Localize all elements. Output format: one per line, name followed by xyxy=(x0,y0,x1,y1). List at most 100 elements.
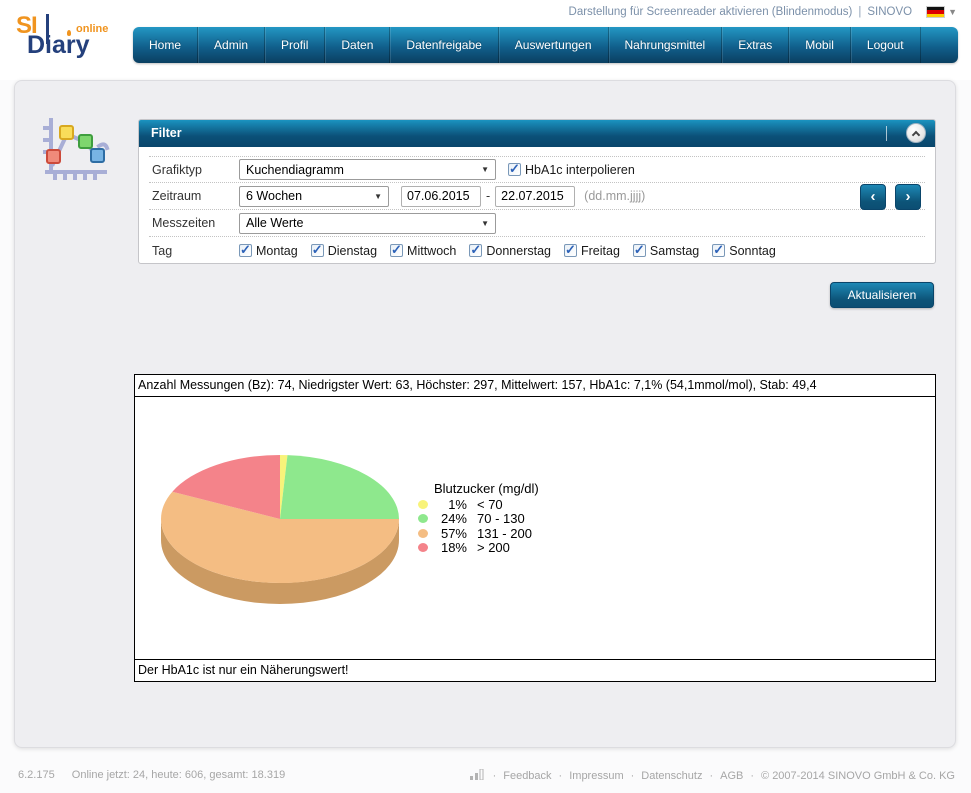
dropdown-arrow-icon: ▼ xyxy=(481,165,489,174)
hba1c-checkbox[interactable]: HbA1c interpolieren xyxy=(508,161,635,177)
online-stats: Online jetzt: 24, heute: 606, gesamt: 18… xyxy=(71,769,286,781)
filter-row-tag: Tag Montag Dienstag Mittwoch Donnerstag xyxy=(149,237,925,264)
pie-slice xyxy=(172,455,280,519)
collapse-button[interactable] xyxy=(906,123,926,143)
logo-online-text: online xyxy=(76,23,109,35)
legend-color-dot xyxy=(418,543,428,553)
logo-divider xyxy=(46,14,49,44)
chart-footnote: Der HbA1c ist nur ein Näherungswert! xyxy=(135,659,935,681)
footer-separator: · xyxy=(558,770,563,782)
screenreader-link[interactable]: Darstellung für Screenreader aktivieren … xyxy=(568,6,853,18)
day-checkbox-dienstag[interactable]: Dienstag xyxy=(310,242,377,258)
filter-row-grafiktyp: Grafiktyp Kuchendiagramm ▼ HbA1c interpo… xyxy=(149,156,925,183)
pie-slice xyxy=(280,455,399,519)
filter-panel: Filter Grafiktyp Kuchendiagramm ▼ HbA1c … xyxy=(138,119,936,264)
nav-item-logout[interactable]: Logout xyxy=(851,27,921,63)
footer-links: · Feedback · Impressum · Datenschutz · A… xyxy=(469,768,955,783)
page-footer: 6.2.175 Online jetzt: 24, heute: 606, ge… xyxy=(0,768,971,783)
pie-side-wall xyxy=(161,519,399,604)
dropdown-arrow-icon: ▼ xyxy=(481,218,489,228)
messzeiten-select[interactable]: Alle Werte ▼ xyxy=(239,212,496,234)
footer-separator: · xyxy=(630,770,635,782)
legend-range-label: 131 - 200 xyxy=(477,525,532,541)
chart-legend: Blutzucker (mg/dl) 1% < 70 24% 70 - 130 57% 1… xyxy=(418,481,539,555)
day-checkbox-donnerstag[interactable]: Donnerstag xyxy=(469,242,551,258)
nav-item-datenfreigabe[interactable]: Datenfreigabe xyxy=(390,27,499,63)
legend-color-dot xyxy=(418,528,428,538)
zeitraum-label: Zeitraum xyxy=(152,189,202,203)
legend-color-dot xyxy=(418,514,428,524)
messzeiten-selected-value: Alle Werte xyxy=(246,216,304,230)
day-checkbox-sonntag[interactable]: Sonntag xyxy=(712,242,776,258)
legend-range-label: 70 - 130 xyxy=(477,511,525,527)
app-logo[interactable]: SI online Diary xyxy=(14,12,129,67)
legend-range-label: < 70 xyxy=(477,496,503,512)
nav-item-nahrungsmittel[interactable]: Nahrungsmittel xyxy=(609,27,723,63)
filter-row-messzeiten: Messzeiten Alle Werte ▼ xyxy=(149,210,925,237)
checkbox-checked-icon xyxy=(564,242,577,258)
footer-separator: · xyxy=(492,770,497,782)
legend-item: 18% > 200 xyxy=(418,540,539,556)
hba1c-checkbox-label: HbA1c interpolieren xyxy=(525,162,635,177)
checkbox-checked-icon xyxy=(712,242,726,258)
nav-item-extras[interactable]: Extras xyxy=(722,27,790,63)
legend-percent: 24% xyxy=(440,511,467,527)
bar-chart-icon xyxy=(469,768,484,783)
legend-item: 1% < 70 xyxy=(418,497,539,512)
german-flag-icon[interactable] xyxy=(926,6,946,18)
legend-range-label: > 200 xyxy=(477,540,510,556)
date-from-input[interactable] xyxy=(401,185,481,207)
main-nav: Home Admin Profil Daten Datenfreigabe Au… xyxy=(133,27,958,63)
checkbox-checked-icon xyxy=(469,242,483,258)
legend-color-dot xyxy=(418,499,428,509)
pie-chart xyxy=(161,455,399,604)
feedback-link[interactable]: Feedback xyxy=(503,770,552,782)
logo-drop-icon xyxy=(67,30,71,36)
datenschutz-link[interactable]: Datenschutz xyxy=(641,770,703,782)
language-chevron-down-icon[interactable]: ▼ xyxy=(948,7,957,17)
date-range-dash: - xyxy=(486,189,491,203)
nav-item-daten[interactable]: Daten xyxy=(325,27,391,63)
pie-slice xyxy=(161,491,399,583)
grafiktyp-label: Grafiktyp xyxy=(152,162,203,177)
agb-link[interactable]: AGB xyxy=(720,770,744,782)
content-panel: Filter Grafiktyp Kuchendiagramm ▼ HbA1c … xyxy=(14,80,956,748)
tag-label: Tag xyxy=(152,243,173,258)
nav-item-mobil[interactable]: Mobil xyxy=(789,27,851,63)
legend-item: 24% 70 - 130 xyxy=(418,511,539,527)
pie-slice xyxy=(280,455,288,519)
footer-version-stats: 6.2.175 Online jetzt: 24, heute: 606, ge… xyxy=(18,769,285,781)
grafiktyp-select[interactable]: Kuchendiagramm ▼ xyxy=(239,159,496,180)
legend-percent: 57% xyxy=(440,525,467,541)
nav-item-profil[interactable]: Profil xyxy=(265,27,326,63)
day-checkbox-montag[interactable]: Montag xyxy=(239,242,298,258)
zeitraum-selected-value: 6 Wochen xyxy=(246,189,303,203)
zeitraum-select[interactable]: 6 Wochen ▼ xyxy=(239,185,389,207)
impressum-link[interactable]: Impressum xyxy=(569,770,624,782)
day-checkbox-samstag[interactable]: Samstag xyxy=(632,242,700,258)
dropdown-arrow-icon: ▼ xyxy=(374,191,382,201)
sinovo-link[interactable]: SINOVO xyxy=(867,6,913,18)
chart-picture-icon xyxy=(39,116,115,182)
legend-percent: 1% xyxy=(448,496,467,512)
day-checkbox-mittwoch[interactable]: Mittwoch xyxy=(390,242,456,258)
day-label: Samstag xyxy=(649,243,700,258)
day-label: Donnerstag xyxy=(486,243,551,258)
top-links: Darstellung für Screenreader aktivieren … xyxy=(569,6,957,18)
app-version: 6.2.175 xyxy=(18,769,55,781)
legend-item: 57% 131 - 200 xyxy=(418,526,539,541)
day-checkbox-freitag[interactable]: Freitag xyxy=(564,242,620,258)
update-button[interactable]: Aktualisieren xyxy=(830,282,934,308)
nav-item-auswertungen[interactable]: Auswertungen xyxy=(499,27,609,63)
nav-item-admin[interactable]: Admin xyxy=(198,27,266,63)
checkbox-checked-icon xyxy=(390,242,404,258)
checkbox-checked-icon xyxy=(632,242,646,258)
previous-period-button[interactable]: ‹ xyxy=(860,183,886,210)
checkbox-checked-icon xyxy=(508,161,521,177)
date-to-input[interactable] xyxy=(495,185,576,207)
next-period-button[interactable]: › xyxy=(895,183,921,210)
nav-item-home[interactable]: Home xyxy=(133,27,199,63)
day-label: Freitag xyxy=(581,243,620,258)
date-format-hint: (dd.mm.jjjj) xyxy=(584,189,646,203)
chart-stats-line: Anzahl Messungen (Bz): 74, Niedrigster W… xyxy=(135,375,935,397)
